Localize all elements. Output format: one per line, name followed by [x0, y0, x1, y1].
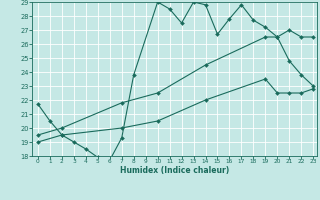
X-axis label: Humidex (Indice chaleur): Humidex (Indice chaleur) — [120, 166, 229, 175]
